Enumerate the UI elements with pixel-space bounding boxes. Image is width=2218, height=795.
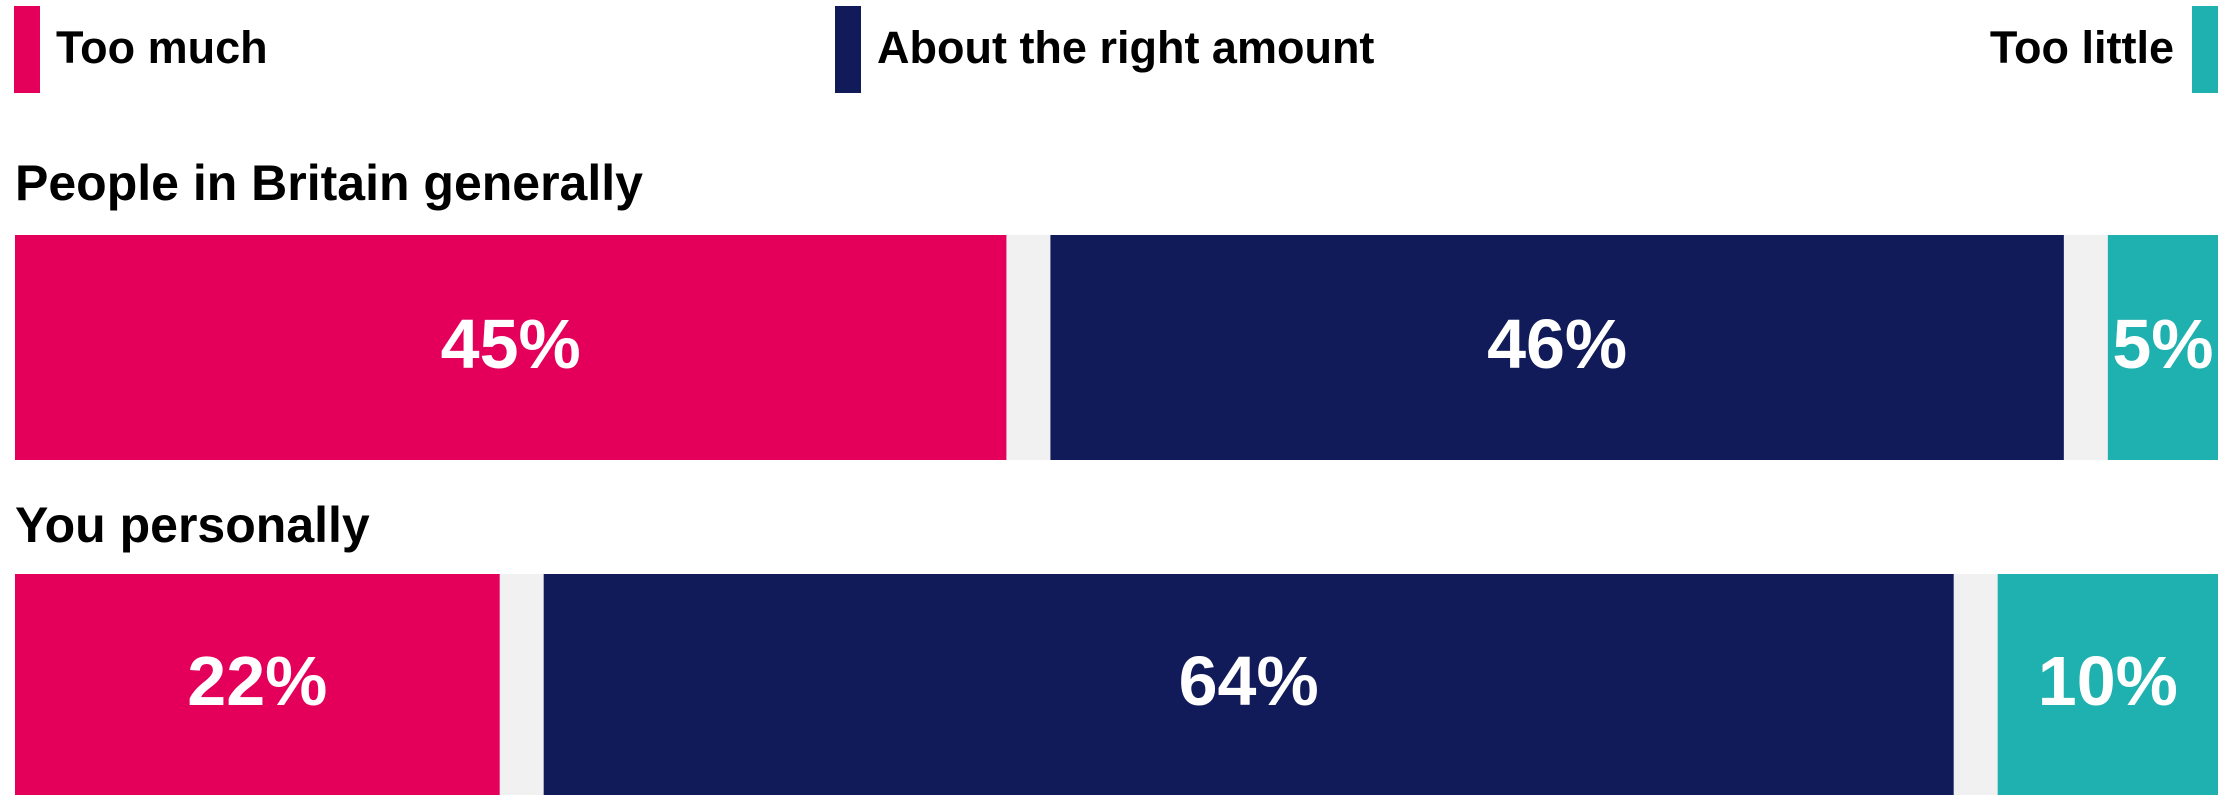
bar-people-in-britain-too-much xyxy=(15,235,1007,460)
legend-label-too-much: Too much xyxy=(56,22,268,73)
bar-you-personally-about-right xyxy=(543,574,1954,795)
bar-people-in-britain-about-right xyxy=(1050,235,2064,460)
legend-swatch-too-little xyxy=(2192,6,2218,93)
legend-swatch-about-right xyxy=(835,6,861,93)
legend-label-about-right: About the right amount xyxy=(877,22,1374,73)
data-label-you-personally-too-much: 22% xyxy=(187,642,327,720)
data-label-people-in-britain-about-right: 46% xyxy=(1487,305,1627,383)
bar-you-personally-too-much xyxy=(15,574,500,795)
bar-you-personally-too-little xyxy=(1997,574,2218,795)
legend-swatch-too-much xyxy=(14,6,40,93)
data-label-you-personally-too-little: 10% xyxy=(2038,642,2178,720)
data-label-people-in-britain-too-much: 45% xyxy=(441,305,581,383)
row-title-you-personally: You personally xyxy=(15,497,370,553)
bar-people-in-britain-too-little xyxy=(2107,235,2218,460)
legend-label-too-little: Too little xyxy=(1990,22,2174,73)
row-title-people-in-britain: People in Britain generally xyxy=(15,155,643,211)
data-label-you-personally-about-right: 64% xyxy=(1179,642,1319,720)
data-label-people-in-britain-too-little: 5% xyxy=(2112,305,2213,383)
